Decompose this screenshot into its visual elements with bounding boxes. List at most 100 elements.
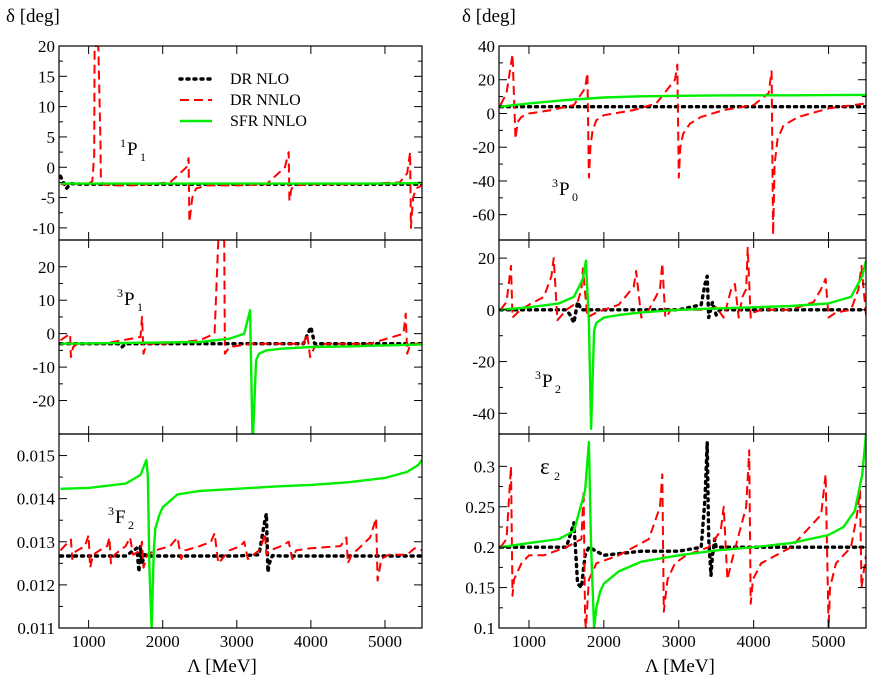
svg-text:1: 1: [120, 136, 126, 150]
y-axis-title-left: δ [deg]: [6, 6, 60, 27]
y-tick-label: 20: [38, 37, 55, 56]
x-tick-label: 5000: [812, 632, 846, 651]
y-tick-label: 40: [478, 37, 495, 56]
x-tick-label: 5000: [368, 632, 402, 651]
series-dr-nnlo: [499, 246, 866, 322]
legend-label: DR NLO: [230, 71, 289, 88]
y-tick-label: 0.2: [474, 538, 495, 557]
x-tick-label: 1000: [72, 632, 106, 651]
y-tick-label: -10: [32, 358, 55, 377]
svg-text:3: 3: [552, 176, 558, 190]
svg-text:ε: ε: [540, 454, 550, 479]
series-sfr-nnlo: [60, 309, 422, 434]
x-tick-label: 3000: [662, 632, 696, 651]
x-tick-label: 1000: [512, 632, 546, 651]
x-axis-title-left: Λ [MeV]: [187, 656, 257, 677]
panel-1: -10 -5 0 5 10 15 20 1 P 1: [32, 37, 423, 241]
svg-text:2: 2: [555, 382, 561, 396]
y-tick-label: 0.1: [474, 619, 495, 638]
y-tick-label: 0.015: [17, 447, 55, 466]
y-tick-label: -20: [472, 353, 495, 372]
x-tick-label: 2000: [146, 632, 180, 651]
y-tick-label: 10: [38, 98, 55, 117]
y-tick-label: 5: [47, 128, 56, 147]
x-tick-label: 4000: [294, 632, 328, 651]
panel-3: 1000 2000 3000 4000 5000 0.011 0.012 0.013 0.014…: [17, 433, 423, 651]
y-tick-label: -20: [472, 138, 495, 157]
y-tick-label: 0: [487, 301, 496, 320]
series-dr-nlo: [499, 274, 866, 325]
series-dr-nnlo: [59, 517, 422, 582]
series-dr-nnlo: [59, 240, 422, 359]
plot-frame: [498, 45, 867, 241]
x-axis-title-right: Λ [MeV]: [645, 656, 715, 677]
svg-text:P: P: [559, 179, 570, 200]
x-tick-label: 3000: [220, 632, 254, 651]
legend-label: SFR NNLO: [230, 113, 307, 130]
series-sfr-nnlo: [60, 458, 422, 628]
y-tick-label: 15: [38, 67, 55, 86]
y-tick-label: 0.011: [17, 619, 55, 638]
series-sfr-nnlo: [500, 434, 866, 628]
y-tick-label: 0.25: [465, 498, 495, 517]
y-tick-label: -20: [32, 392, 55, 411]
legend: DR NLO DR NNLO SFR NNLO: [178, 71, 307, 130]
series-dr-nnlo: [60, 46, 422, 229]
series-sfr-nnlo: [500, 259, 866, 430]
x-tick-label: 2000: [587, 632, 621, 651]
y-tick-label: 0.3: [474, 457, 495, 476]
y-tick-label: 0: [47, 325, 56, 344]
y-tick-label: 0.15: [465, 579, 495, 598]
svg-text:P: P: [542, 371, 553, 392]
y-tick-label: 0.014: [17, 490, 56, 509]
y-tick-label: 0: [487, 104, 496, 123]
y-tick-label: 0.013: [17, 533, 55, 552]
series-dr-nlo: [59, 174, 422, 191]
y-tick-label: 0: [47, 158, 56, 177]
svg-text:F: F: [115, 507, 126, 528]
series-dr-nlo: [499, 440, 866, 590]
y-tick-label: -5: [41, 189, 55, 208]
y-tick-label: 20: [478, 71, 495, 90]
svg-text:3: 3: [108, 504, 114, 518]
y-tick-label: 10: [38, 291, 55, 310]
svg-text:P: P: [124, 289, 135, 310]
y-axis-title-right: δ [deg]: [462, 6, 516, 27]
series-sfr-nnlo: [500, 93, 866, 108]
y-tick-label: -10: [32, 219, 55, 238]
series-dr-nnlo: [499, 53, 866, 236]
svg-text:3: 3: [535, 368, 541, 382]
svg-text:P: P: [127, 139, 138, 160]
panel-5: -40 -20 0 20 3 P 2: [472, 239, 867, 435]
series-sfr-nnlo: [60, 181, 422, 185]
y-tick-label: -60: [472, 206, 495, 225]
y-tick-label: -40: [472, 404, 495, 423]
svg-text:1: 1: [140, 150, 146, 164]
series-dr-nnlo: [499, 449, 866, 628]
y-tick-label: 0.012: [17, 576, 55, 595]
panel-2: -20 -10 0 10 20 3 P 1: [32, 239, 423, 435]
panel-6: 1000 2000 3000 4000 5000 0.1 0.15 0.2 0.25 0.3 ε 2: [465, 433, 867, 651]
plot-frame: [58, 433, 423, 629]
series-dr-nlo: [59, 512, 422, 574]
plot-frame: [58, 239, 423, 435]
y-tick-label: -40: [472, 172, 495, 191]
plot-frame: [498, 433, 867, 629]
legend-label: DR NNLO: [230, 92, 301, 109]
svg-text:2: 2: [554, 469, 560, 483]
y-tick-label: 20: [478, 249, 495, 268]
x-tick-label: 4000: [737, 632, 771, 651]
y-tick-label: 20: [38, 258, 55, 277]
svg-text:3: 3: [117, 286, 123, 300]
svg-text:2: 2: [128, 518, 134, 532]
svg-text:1: 1: [137, 300, 143, 314]
svg-text:0: 0: [572, 190, 578, 204]
